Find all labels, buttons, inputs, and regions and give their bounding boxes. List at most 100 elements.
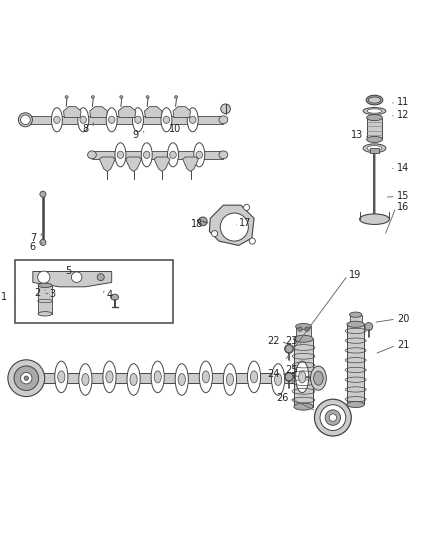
- Text: 15: 15: [397, 191, 409, 201]
- Ellipse shape: [363, 108, 386, 115]
- Text: 19: 19: [349, 270, 361, 280]
- Text: 7: 7: [30, 233, 36, 243]
- Ellipse shape: [299, 371, 306, 383]
- Ellipse shape: [154, 371, 161, 383]
- Ellipse shape: [367, 115, 382, 120]
- Ellipse shape: [146, 96, 149, 98]
- Polygon shape: [99, 157, 115, 172]
- Polygon shape: [90, 107, 107, 118]
- Ellipse shape: [103, 361, 116, 393]
- Text: 4: 4: [106, 290, 113, 300]
- Ellipse shape: [132, 108, 143, 132]
- Text: 2: 2: [34, 288, 40, 298]
- Ellipse shape: [367, 136, 382, 142]
- Ellipse shape: [65, 96, 68, 98]
- Text: 17: 17: [239, 217, 251, 228]
- Bar: [350, 314, 362, 324]
- Ellipse shape: [111, 294, 119, 300]
- Ellipse shape: [367, 109, 382, 113]
- Text: 16: 16: [397, 203, 409, 212]
- Bar: [92, 151, 223, 159]
- Ellipse shape: [127, 364, 140, 395]
- Ellipse shape: [294, 403, 313, 410]
- Text: 14: 14: [397, 163, 409, 173]
- Circle shape: [21, 115, 30, 125]
- Ellipse shape: [366, 95, 383, 105]
- Text: 13: 13: [351, 130, 363, 140]
- Text: 25: 25: [285, 365, 297, 375]
- Polygon shape: [126, 157, 141, 172]
- Ellipse shape: [296, 324, 311, 329]
- Circle shape: [220, 213, 248, 241]
- Text: 6: 6: [30, 242, 36, 252]
- Circle shape: [298, 327, 302, 332]
- Text: 1: 1: [1, 292, 7, 302]
- Bar: [370, 148, 379, 154]
- Ellipse shape: [223, 364, 237, 395]
- Circle shape: [14, 366, 39, 391]
- Text: 20: 20: [397, 314, 409, 324]
- Ellipse shape: [226, 374, 233, 385]
- Circle shape: [21, 373, 32, 384]
- Ellipse shape: [151, 361, 164, 393]
- Bar: [296, 327, 311, 339]
- Text: 8: 8: [82, 124, 88, 134]
- Text: 5: 5: [65, 266, 71, 276]
- Ellipse shape: [120, 96, 123, 98]
- Ellipse shape: [115, 143, 126, 167]
- Text: 26: 26: [276, 393, 289, 403]
- Ellipse shape: [350, 312, 362, 317]
- Ellipse shape: [18, 113, 32, 127]
- Circle shape: [40, 239, 46, 246]
- Ellipse shape: [202, 371, 209, 383]
- Ellipse shape: [178, 374, 185, 385]
- Circle shape: [71, 272, 82, 282]
- Ellipse shape: [294, 335, 313, 342]
- Polygon shape: [173, 107, 191, 118]
- Ellipse shape: [221, 104, 230, 114]
- Ellipse shape: [58, 371, 65, 383]
- Ellipse shape: [251, 371, 258, 383]
- Ellipse shape: [82, 374, 89, 385]
- Ellipse shape: [106, 108, 117, 132]
- Circle shape: [38, 271, 50, 284]
- Text: 22: 22: [268, 336, 280, 346]
- Ellipse shape: [54, 116, 60, 123]
- Ellipse shape: [363, 144, 386, 152]
- Ellipse shape: [55, 361, 68, 393]
- Ellipse shape: [170, 151, 176, 158]
- Bar: [31, 374, 321, 383]
- Ellipse shape: [141, 143, 152, 167]
- Circle shape: [40, 191, 46, 197]
- Ellipse shape: [161, 108, 172, 132]
- Circle shape: [329, 414, 336, 421]
- Ellipse shape: [347, 401, 364, 408]
- Text: 23: 23: [285, 336, 297, 346]
- Polygon shape: [145, 107, 162, 118]
- Ellipse shape: [174, 96, 177, 98]
- Ellipse shape: [196, 151, 203, 158]
- Ellipse shape: [80, 116, 86, 123]
- Ellipse shape: [38, 283, 52, 287]
- Circle shape: [314, 399, 351, 436]
- Polygon shape: [118, 107, 136, 118]
- Ellipse shape: [79, 364, 92, 395]
- Circle shape: [24, 376, 28, 381]
- Ellipse shape: [130, 374, 137, 385]
- Bar: [294, 339, 313, 407]
- Polygon shape: [154, 157, 170, 172]
- Ellipse shape: [168, 143, 179, 167]
- Bar: [367, 118, 382, 140]
- Ellipse shape: [194, 143, 205, 167]
- Bar: [38, 285, 52, 314]
- Ellipse shape: [91, 96, 94, 98]
- Ellipse shape: [117, 151, 124, 158]
- Circle shape: [325, 410, 341, 425]
- Ellipse shape: [52, 108, 63, 132]
- Text: 18: 18: [191, 219, 203, 229]
- Polygon shape: [33, 271, 112, 287]
- Ellipse shape: [275, 374, 282, 385]
- Text: 3: 3: [49, 289, 56, 298]
- Bar: [347, 324, 364, 405]
- Ellipse shape: [187, 108, 198, 132]
